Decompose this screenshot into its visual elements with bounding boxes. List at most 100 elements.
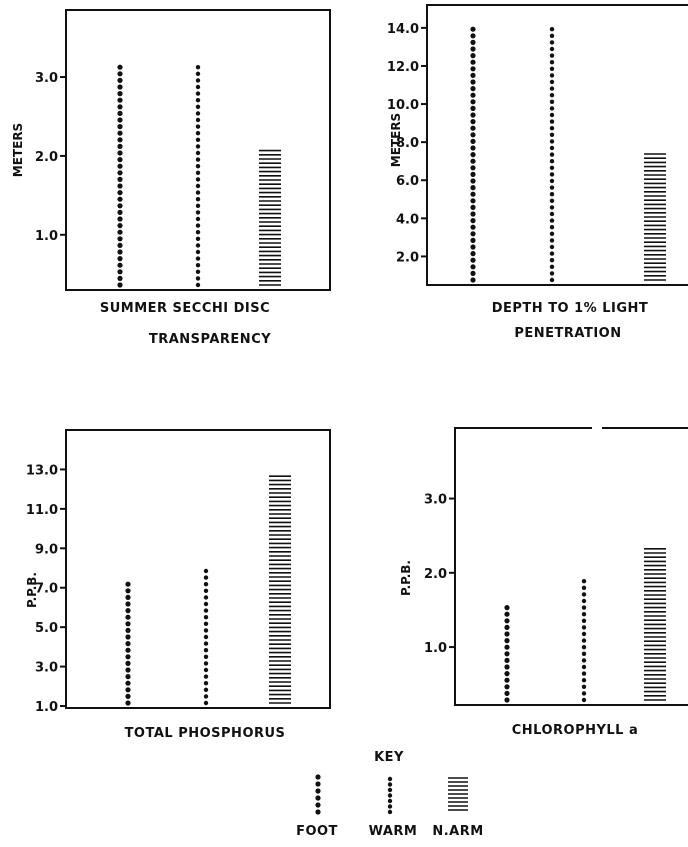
bar-dot (470, 158, 476, 164)
bar-dot (195, 84, 201, 90)
bar-dot (203, 674, 209, 679)
bar-narm (644, 547, 666, 701)
bar-dot (504, 671, 510, 677)
bar-dot (195, 276, 201, 281)
bar-dot (549, 33, 555, 38)
bar-dot (117, 275, 123, 281)
bar-dot (195, 170, 201, 175)
bar-dot (117, 64, 123, 70)
bar-dot (581, 658, 587, 663)
bar-dot (470, 244, 476, 250)
frame-gap (592, 424, 602, 432)
bar-dot (125, 667, 131, 673)
bar-dot (125, 647, 131, 653)
bar-dot (549, 159, 555, 164)
bar-dot (117, 124, 123, 130)
bar-dot (117, 249, 123, 255)
bar-dot (315, 802, 321, 808)
bar-dot (549, 53, 555, 58)
bar-dot (125, 634, 131, 640)
bar-dot (195, 117, 201, 123)
bar-dot (549, 192, 555, 197)
bar-dot (470, 92, 476, 98)
y-tick-label: 1.0 (424, 641, 447, 656)
bar-dot (549, 139, 555, 144)
bar-dot (203, 700, 209, 706)
bar-dot (581, 664, 587, 670)
bar-dot (195, 256, 201, 261)
bar-dot (203, 608, 209, 613)
bar-dot (549, 258, 555, 263)
bar-dot (470, 138, 476, 144)
bar-dot (470, 218, 476, 224)
bar-dot (203, 667, 209, 673)
bar-warm (195, 65, 201, 288)
bar-dot (203, 661, 209, 666)
bar-dot (470, 204, 476, 210)
bar-dot (203, 568, 209, 574)
bar-dot (581, 691, 587, 696)
chart-panel-1: 1.0 2.0 3.0 METERS SUMMER SECCHI DISC TRANSPA… (11, 9, 331, 347)
bar-dot (504, 644, 510, 650)
bar-dot (581, 684, 587, 689)
bar-dot (125, 614, 131, 620)
bar-dot (195, 164, 201, 169)
bar-dot (195, 190, 201, 195)
bar-dot (581, 598, 587, 604)
bar-dot (470, 86, 476, 92)
bar-dot (549, 27, 555, 32)
bar-dot (470, 251, 476, 257)
bar-dot (195, 124, 201, 129)
bar-dot (387, 793, 393, 798)
x-caption-line2: TRANSPARENCY (149, 332, 271, 347)
bar-dot (470, 99, 476, 105)
bar-dot (549, 205, 555, 210)
bar-dot (117, 196, 123, 202)
bar-dot (195, 150, 201, 156)
bar-dot (203, 595, 209, 600)
bar-dot (195, 71, 201, 77)
bar-dot (581, 671, 587, 676)
bar-dot (125, 680, 131, 686)
x-caption-line1: TOTAL PHOSPHORUS (125, 726, 286, 741)
bar-dot (470, 66, 476, 72)
bar-dot (203, 621, 209, 626)
bar-warm (581, 579, 587, 703)
bar-dot (203, 654, 209, 659)
bar-dot (549, 165, 555, 170)
bar-dot (117, 216, 123, 222)
bar-dot (195, 177, 201, 182)
bar-dot (195, 230, 201, 235)
bar-dot (549, 66, 555, 72)
key-title: KEY (374, 750, 404, 765)
bar-dot (125, 594, 131, 601)
bar-dot (581, 612, 587, 617)
bar-dot (195, 243, 201, 248)
bar-dot (504, 664, 510, 670)
bar-dot (195, 157, 201, 162)
bar-dot (470, 152, 476, 158)
bar-dot (203, 648, 209, 653)
bar-dot (581, 697, 587, 703)
bar-dot (117, 242, 123, 248)
bar-dot (117, 190, 123, 196)
bar-dot (549, 218, 555, 223)
bar-dot (195, 269, 201, 274)
bar-warm (549, 27, 555, 283)
bar-dot (117, 209, 123, 215)
plot-frame (454, 427, 688, 706)
bar-dot (117, 84, 123, 90)
bar-foot (117, 64, 123, 288)
bar-dot (203, 634, 209, 640)
bar-dot (117, 143, 123, 149)
key-swatch-warm (387, 776, 393, 815)
bar-dot (195, 98, 201, 103)
bar-dot (549, 185, 555, 190)
bar-dot (315, 781, 321, 787)
bar-dot (195, 183, 201, 189)
bar-dot (470, 125, 476, 131)
bar-dot (203, 575, 209, 580)
bar-dot (470, 224, 476, 230)
bar-dot (195, 65, 201, 70)
y-tick-label: 3.0 (35, 71, 58, 86)
